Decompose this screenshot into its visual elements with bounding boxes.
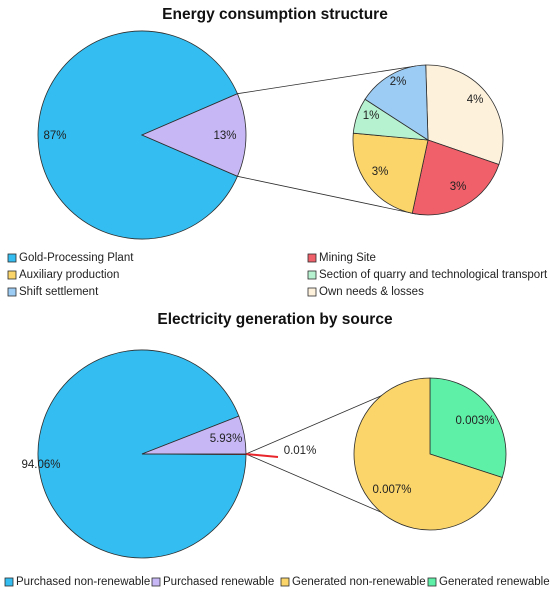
sub-pie-data-label-renewable: 0.003% <box>455 415 494 427</box>
data-label-gold-processing-plant: 87% <box>43 130 66 142</box>
chart-1: Energy consumption structure 87% 13% 4% 3% 3… <box>7 6 548 298</box>
pie-slice-other-consumers <box>140 93 247 177</box>
chart-1-main-pie <box>37 30 247 240</box>
legend-item-label: Shift settlement <box>19 286 99 298</box>
legend-item-label: Own needs & losses <box>319 286 424 298</box>
sub-pie-data-label: 4% <box>467 94 484 106</box>
sub-pie-slice <box>411 139 500 216</box>
legend-item-label: Purchased non-renewable <box>16 576 150 588</box>
sub-pie-slice <box>352 132 429 214</box>
sub-pie-slice <box>425 64 504 165</box>
legend-swatch <box>427 577 437 587</box>
sub-pie-slice-generated-renewable <box>429 377 507 478</box>
chart-2-title: Electricity generation by source <box>157 311 393 328</box>
sub-pie-data-label-non-renewable: 0.007% <box>372 484 411 496</box>
legend-item-label: Generated non-renewable <box>292 576 426 588</box>
pie-slice-generated <box>141 453 247 455</box>
chart-2-main-pie <box>37 349 247 559</box>
sub-pie-slice-generated-non-renewable <box>353 377 503 531</box>
chart-1-connectors <box>237 65 417 215</box>
chart-1-sub-pie <box>352 64 504 216</box>
sub-pie-data-label: 3% <box>450 181 467 193</box>
chart-1-data-labels: 87% 13% 4% 3% 3% 1% 2% <box>43 76 483 193</box>
generated-leader-line <box>245 453 279 458</box>
pie-slice-gold-processing-plant <box>37 30 238 240</box>
data-label-other-consumers: 13% <box>213 130 236 142</box>
chart-1-legend: Gold-Processing Plant Mining Site Auxiliar… <box>7 252 548 298</box>
chart-2-legend: Purchased non-renewable Purchased renewab… <box>4 576 550 588</box>
connector-line-bottom <box>237 175 417 215</box>
connector-line-top <box>237 65 417 95</box>
chart-2-sub-pie <box>353 377 507 531</box>
legend-item-label: Purchased renewable <box>163 576 274 588</box>
legend-item-label: Gold-Processing Plant <box>19 252 134 264</box>
legend-swatch <box>4 577 14 587</box>
chart-2: Electricity generation by source 94.06% 5… <box>4 311 550 588</box>
legend-item-label: Mining Site <box>319 252 376 264</box>
sub-pie-data-label: 3% <box>372 166 389 178</box>
chart-2-data-labels: 94.06% 5.93% 0.01% 0.003% 0.007% <box>21 415 494 496</box>
legend-swatch <box>280 577 290 587</box>
chart-1-title: Energy consumption structure <box>162 6 388 23</box>
legend-swatch <box>307 253 317 263</box>
legend-item-label: Section of quarry and technological tran… <box>319 269 548 281</box>
legend-swatch <box>307 287 317 297</box>
data-label-purchased-non-renewable: 94.06% <box>21 459 60 471</box>
legend-item-label: Generated renewable <box>439 576 550 588</box>
legend-swatch <box>307 270 317 280</box>
legend-swatch <box>7 253 17 263</box>
sub-pie-slice <box>364 64 429 141</box>
sub-pie-data-label: 1% <box>363 110 380 122</box>
legend-swatch <box>7 270 17 280</box>
legend-swatch <box>7 287 17 297</box>
data-label-generated: 0.01% <box>284 445 317 457</box>
legend-swatch <box>151 577 161 587</box>
legend-item-label: Auxiliary production <box>19 269 119 281</box>
sub-pie-data-label: 2% <box>390 76 407 88</box>
data-label-purchased-renewable: 5.93% <box>210 433 243 445</box>
